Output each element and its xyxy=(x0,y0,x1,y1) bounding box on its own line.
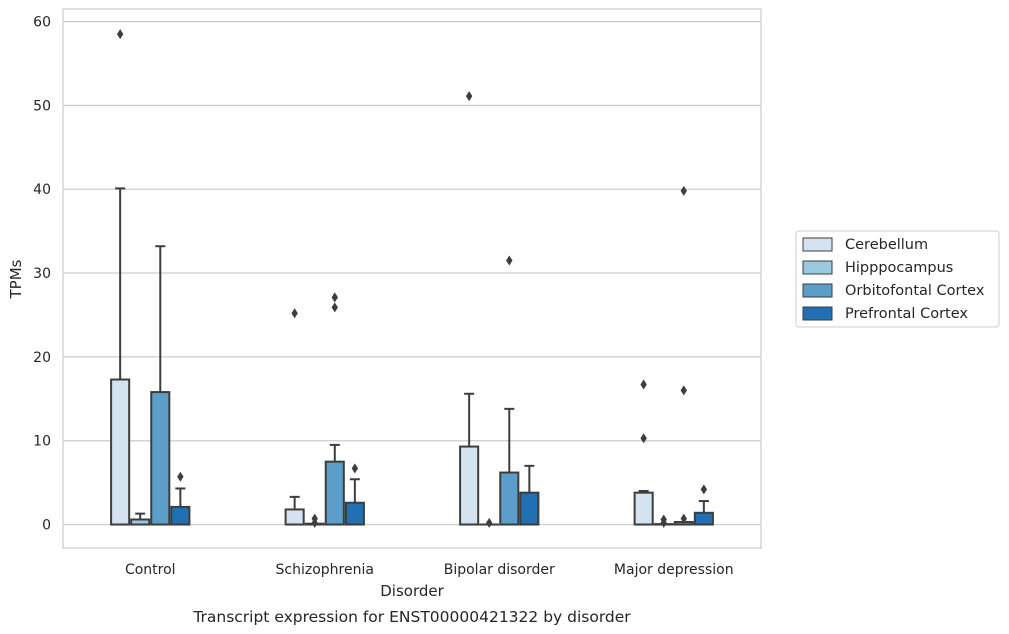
box-hipppocampus-1 xyxy=(304,513,325,528)
box-prefrontal-cortex-0 xyxy=(170,471,191,526)
chart-caption: Transcript expression for ENST0000042132… xyxy=(192,608,631,626)
box-orbitofontal-cortex-3 xyxy=(673,185,694,526)
y-tick-label: 10 xyxy=(33,434,51,450)
box-body xyxy=(693,511,714,526)
box-orbitofontal-cortex-2 xyxy=(499,255,520,526)
box-orbitofontal-cortex-0 xyxy=(150,245,171,526)
y-tick-label: 0 xyxy=(42,518,51,534)
box-hipppocampus-0 xyxy=(130,512,151,526)
y-tick-label: 50 xyxy=(33,98,51,114)
legend-swatch xyxy=(802,283,833,298)
plot-frame xyxy=(62,8,762,549)
box-body xyxy=(344,501,365,526)
outlier-point xyxy=(291,308,298,319)
legend-entry-label: Prefrontal Cortex xyxy=(845,306,968,322)
box-body xyxy=(499,471,520,526)
legend-swatch xyxy=(802,260,833,275)
box-hipppocampus-3 xyxy=(653,514,674,528)
outlier-point xyxy=(177,471,184,482)
box-cerebellum-1 xyxy=(284,308,305,526)
outlier-point xyxy=(351,463,359,474)
legend-entry-label: Orbitofontal Cortex xyxy=(845,283,985,299)
legend-swatch xyxy=(802,237,833,252)
outlier-point xyxy=(116,29,124,40)
legend-frame xyxy=(795,230,1000,328)
x-tick-label: Bipolar disorder xyxy=(444,562,555,578)
plot-background xyxy=(63,9,761,548)
outlier-point xyxy=(486,517,493,528)
box-prefrontal-cortex-1 xyxy=(344,463,365,526)
legend-entry-label: Hipppocampus xyxy=(845,260,953,276)
outlier-point xyxy=(680,185,687,196)
outlier-point xyxy=(640,379,647,390)
box-body xyxy=(633,491,654,526)
y-tick-label: 40 xyxy=(33,182,51,198)
outlier-point xyxy=(680,385,687,396)
box-body xyxy=(150,391,171,526)
legend-entry-label: Cerebellum xyxy=(845,237,928,253)
y-tick-label: 20 xyxy=(33,350,51,366)
box-body xyxy=(110,378,131,526)
box-orbitofontal-cortex-1 xyxy=(324,292,345,526)
outlier-point xyxy=(311,513,318,524)
box-prefrontal-cortex-2 xyxy=(519,464,540,526)
legend: Cerebellum Hipppocampus Orbitofontal Corte… xyxy=(795,230,1000,328)
box-prefrontal-cortex-3 xyxy=(693,484,714,526)
x-axis-label: Disorder xyxy=(380,582,444,600)
outlier-point xyxy=(660,514,667,525)
box-hipppocampus-2 xyxy=(479,517,500,528)
box-cerebellum-0 xyxy=(110,29,131,526)
outlier-point xyxy=(700,484,708,495)
outlier-point xyxy=(680,513,687,524)
x-tick-label: Schizophrenia xyxy=(276,562,374,578)
y-tick-labels: 0 10 20 30 40 50 60 xyxy=(33,15,51,534)
box-body xyxy=(284,508,305,526)
outlier-point xyxy=(465,91,473,102)
box-body xyxy=(324,460,345,526)
x-tick-label: Control xyxy=(125,562,176,578)
box-body xyxy=(170,505,191,526)
y-axis-label: TPMs xyxy=(7,259,25,299)
x-tick-label: Major depression xyxy=(614,562,734,578)
outlier-point xyxy=(506,255,513,266)
box-body xyxy=(459,445,480,526)
box-cerebellum-3 xyxy=(633,379,654,526)
legend-swatch xyxy=(802,306,833,321)
outlier-point xyxy=(331,302,338,313)
y-tick-label: 60 xyxy=(33,15,51,31)
box-cerebellum-2 xyxy=(459,91,480,526)
outlier-point xyxy=(640,433,647,444)
y-tick-label: 30 xyxy=(33,266,51,282)
outlier-point xyxy=(331,292,338,303)
box-series xyxy=(110,29,714,528)
x-tick-labels: Control Schizophrenia Bipolar disorder Majo… xyxy=(125,562,734,578)
box-body xyxy=(519,491,540,526)
